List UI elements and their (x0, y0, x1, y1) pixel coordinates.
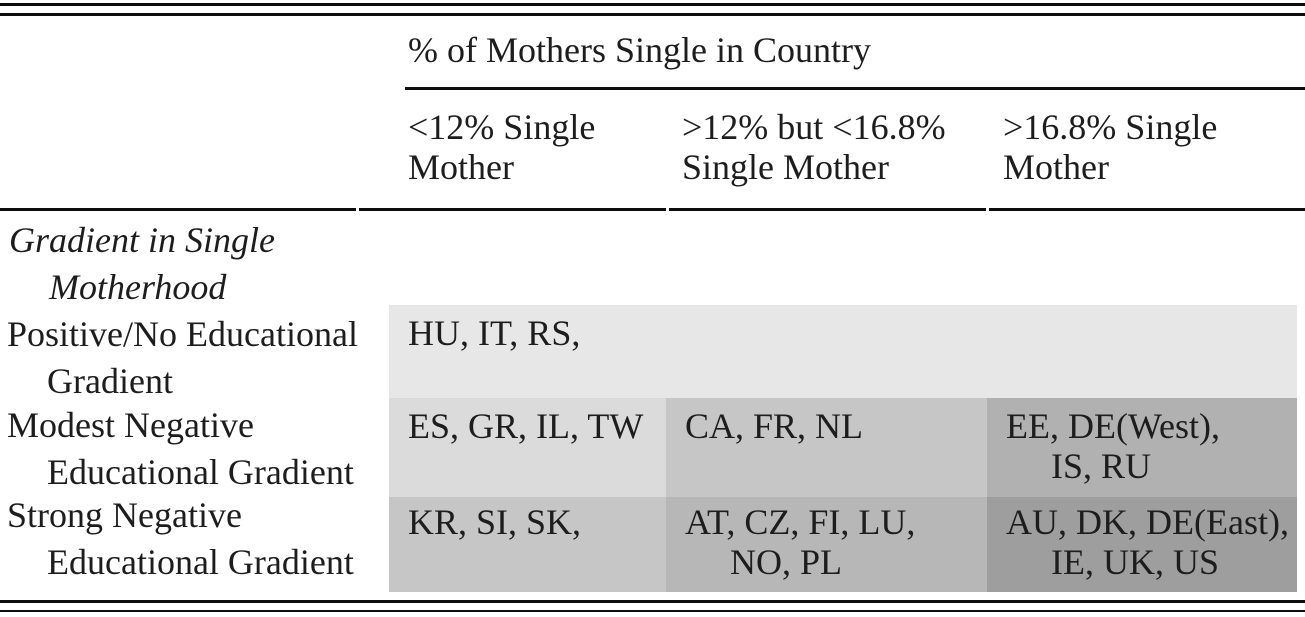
stub-group-header-line: Gradient in Single (9, 220, 275, 260)
cell-modest-high-single: EE, DE(West), IS, RU (987, 398, 1297, 497)
row-label-positive-gradient: Positive/No Educational Gradient (7, 311, 358, 405)
column-header-low-single: <12% Single Mother (408, 107, 595, 187)
cell-countries: NO, PL (730, 542, 843, 582)
row-label-line: Positive/No Educational (7, 314, 358, 354)
row-label-line: Educational Gradient (47, 452, 354, 492)
row-label-strong-negative: Strong Negative Educational Gradient (7, 492, 354, 586)
column-header-line: Mother (1003, 147, 1109, 187)
column-header-line: <12% Single (408, 107, 596, 147)
top-double-rule-lower (0, 13, 1305, 16)
cell-countries: EE, DE(West), (1006, 406, 1221, 446)
cell-countries: IS, RU (1051, 446, 1152, 486)
cell-strong-mid-single: AT, CZ, FI, LU, NO, PL (666, 497, 987, 592)
cell-countries: AU, DK, DE(East), (1006, 502, 1289, 542)
column-header-line: >12% but <16.8% (682, 107, 946, 147)
row-label-line: Strong Negative (7, 495, 242, 535)
cell-modest-mid-single: CA, FR, NL (666, 398, 987, 497)
cell-countries: IE, UK, US (1051, 542, 1219, 582)
top-double-rule-upper (0, 3, 1305, 6)
row-label-modest-negative: Modest Negative Educational Gradient (7, 402, 354, 496)
cell-countries: KR, SI, SK, (408, 502, 582, 542)
header-rule-segment-stub (0, 208, 356, 211)
bottom-double-rule-upper (0, 600, 1305, 603)
row-label-line: Gradient (47, 361, 173, 401)
stub-group-header: Gradient in Single Motherhood (9, 217, 275, 311)
column-header-high-single: >16.8% Single Mother (1003, 107, 1217, 187)
column-header-line: Single Mother (682, 147, 889, 187)
cell-modest-low-single: ES, GR, IL, TW (389, 398, 666, 497)
spanner-underline-rule (405, 87, 1305, 90)
column-header-line: >16.8% Single (1003, 107, 1218, 147)
stub-group-header-line: Motherhood (49, 267, 227, 307)
header-rule-segment-col1 (359, 208, 666, 211)
cell-countries: CA, FR, NL (685, 406, 864, 446)
bottom-double-rule-lower (0, 610, 1305, 612)
spanner-header: % of Mothers Single in Country (408, 30, 871, 70)
header-rule-segment-col2 (669, 208, 986, 211)
cell-countries: HU, IT, RS, (408, 313, 581, 353)
cell-countries: ES, GR, IL, TW (408, 406, 644, 446)
cell-positive-gradient-span: HU, IT, RS, (389, 305, 1297, 398)
column-header-mid-single: >12% but <16.8% Single Mother (682, 107, 946, 187)
cell-countries: AT, CZ, FI, LU, (685, 502, 916, 542)
row-label-line: Modest Negative (7, 405, 254, 445)
cell-strong-low-single: KR, SI, SK, (389, 497, 666, 592)
cell-strong-high-single: AU, DK, DE(East), IE, UK, US (987, 497, 1297, 592)
header-rule-segment-col3 (989, 208, 1305, 211)
column-header-line: Mother (408, 147, 514, 187)
row-label-line: Educational Gradient (47, 542, 354, 582)
